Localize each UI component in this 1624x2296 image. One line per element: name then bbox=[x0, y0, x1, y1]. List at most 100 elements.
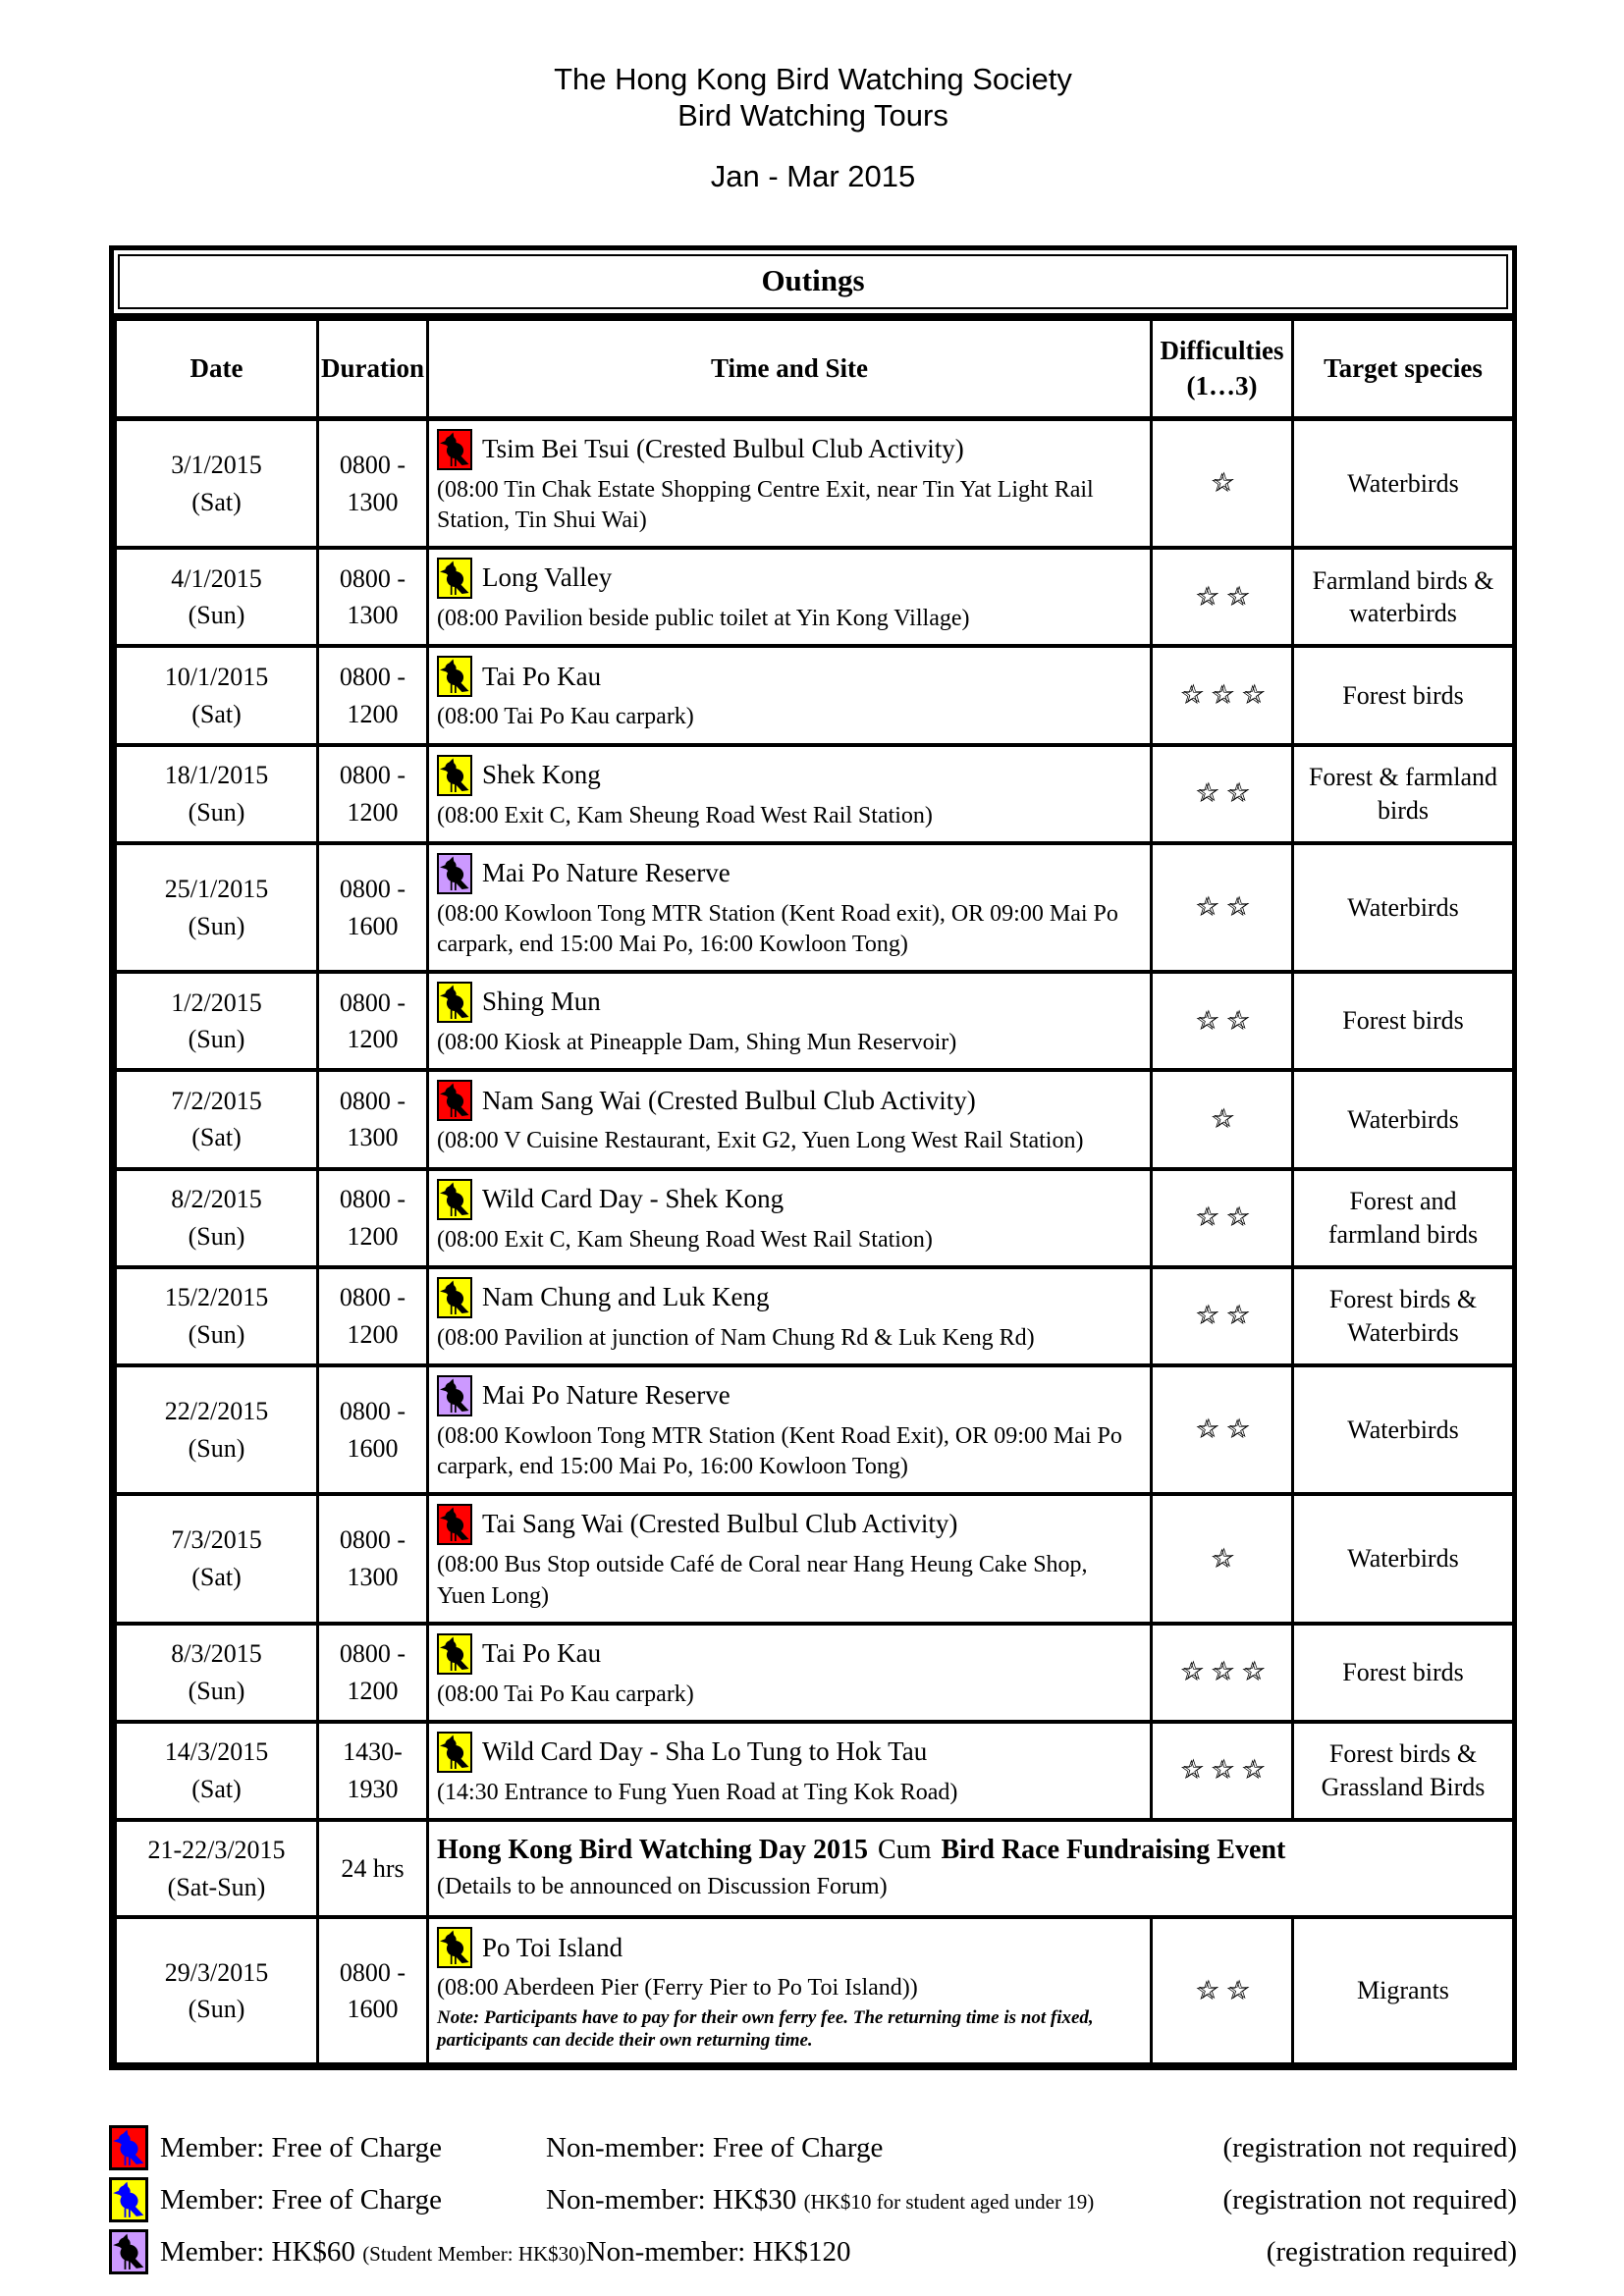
bird-icon bbox=[437, 1927, 472, 1969]
outing-target-species: Forest birds bbox=[1291, 644, 1515, 747]
difficulty-stars: ☆☆☆ bbox=[1179, 1657, 1272, 1688]
site-title-line: Wild Card Day - Shek Kong bbox=[437, 1178, 1140, 1220]
legend-member-text: Member: HK$60 bbox=[160, 2235, 355, 2268]
outing-duration: 1430- 1930 bbox=[316, 1720, 429, 1822]
col-header-duration: Duration bbox=[316, 318, 429, 421]
table-row: 14/3/2015 (Sat) 1430- 1930 Wild Card Day -… bbox=[114, 1720, 1515, 1822]
site-name: Nam Chung and Luk Keng bbox=[482, 1281, 770, 1311]
table-row: 7/3/2015 (Sat) 0800 - 1300 Tai Sang Wai (C… bbox=[114, 1492, 1515, 1626]
outing-target-species: Waterbirds bbox=[1291, 841, 1515, 974]
site-detail: (08:00 Tin Chak Estate Shopping Centre E… bbox=[437, 476, 1094, 534]
site-detail: (08:00 Exit C, Kam Sheung Road West Rail… bbox=[437, 1226, 933, 1253]
outing-target-species: Forest birds & Grassland Birds bbox=[1291, 1720, 1515, 1822]
bird-icon bbox=[437, 1276, 472, 1318]
bird-icon bbox=[437, 1374, 472, 1416]
outing-duration: 24 hrs bbox=[316, 1818, 429, 1919]
outing-duration: 0800 - 1200 bbox=[316, 743, 429, 845]
site-detail: (08:00 Pavilion beside public toilet at … bbox=[437, 606, 970, 632]
site-title-line: Wild Card Day - Sha Lo Tung to Hok Tau bbox=[437, 1731, 1140, 1773]
header-row: Date Duration Time and Site Difficulties… bbox=[114, 318, 1515, 421]
bird-icon bbox=[109, 2229, 148, 2275]
site-detail: (08:00 V Cuisine Restaurant, Exit G2, Yu… bbox=[437, 1128, 1084, 1154]
col-header-difficulties: Difficulties (1…3) bbox=[1150, 318, 1294, 421]
outing-time-and-site: Long Valley (08:00 Pavilion beside public… bbox=[426, 546, 1153, 648]
legend-row: Member: Free of Charge Non-member: HK$30 … bbox=[109, 2177, 1517, 2223]
outing-date: 29/3/2015 (Sun) bbox=[114, 1915, 319, 2066]
outing-time-and-site: Shek Kong (08:00 Exit C, Kam Sheung Road … bbox=[426, 743, 1153, 845]
site-name: Wild Card Day - Shek Kong bbox=[482, 1183, 785, 1213]
legend-registration-note: (registration not required) bbox=[1222, 2131, 1517, 2163]
outing-time-and-site: Tai Sang Wai (Crested Bulbul Club Activi… bbox=[426, 1492, 1153, 1626]
outing-difficulty: ☆ bbox=[1150, 1492, 1294, 1626]
site-detail: (08:00 Aberdeen Pier (Ferry Pier to Po T… bbox=[437, 1975, 918, 2002]
col-header-time-and-site: Time and Site bbox=[426, 318, 1153, 421]
outing-time-and-site: Tai Po Kau (08:00 Tai Po Kau carpark) bbox=[426, 644, 1153, 747]
difficulty-stars: ☆ bbox=[1210, 1543, 1241, 1575]
outing-difficulty: ☆☆ bbox=[1150, 546, 1294, 648]
site-title-line: Nam Sang Wai (Crested Bulbul Club Activi… bbox=[437, 1080, 1140, 1122]
bird-icon bbox=[437, 852, 472, 894]
site-name: Tsim Bei Tsui (Crested Bulbul Club Activ… bbox=[482, 434, 964, 463]
outing-time-and-site: Mai Po Nature Reserve (08:00 Kowloon Tong… bbox=[426, 1363, 1153, 1496]
site-title-line: Mai Po Nature Reserve bbox=[437, 1374, 1140, 1416]
col-header-date: Date bbox=[114, 318, 319, 421]
outing-difficulty: ☆☆ bbox=[1150, 743, 1294, 845]
document-period: Jan - Mar 2015 bbox=[710, 159, 916, 193]
site-name: Mai Po Nature Reserve bbox=[482, 857, 731, 887]
table-row: 7/2/2015 (Sat) 0800 - 1300 Nam Sang Wai (C… bbox=[114, 1068, 1515, 1171]
outing-duration: 0800 - 1300 bbox=[316, 1068, 429, 1171]
legend-member-fee: Member: HK$60 (Student Member: HK$30) bbox=[160, 2236, 586, 2269]
legend-nonmember-fee: Non-member: HK$30 (HK$10 for student age… bbox=[546, 2184, 1094, 2216]
table-row: 3/1/2015 (Sat) 0800 - 1300 Tsim Bei Tsui (… bbox=[114, 416, 1515, 550]
table-row: 21-22/3/2015 (Sat-Sun) 24 hrs Hong Kong Bi… bbox=[114, 1818, 1515, 1919]
outing-duration: 0800 - 1300 bbox=[316, 416, 429, 550]
site-title-line: Hong Kong Bird Watching Day 2015 Cum Bir… bbox=[437, 1833, 1502, 1867]
difficulty-stars: ☆☆☆ bbox=[1179, 1755, 1272, 1787]
site-title-line: Mai Po Nature Reserve bbox=[437, 852, 1140, 894]
site-title-line: Long Valley bbox=[437, 558, 1140, 600]
outing-target-species: Waterbirds bbox=[1291, 1363, 1515, 1496]
outing-date: 7/3/2015 (Sat) bbox=[114, 1492, 319, 1626]
difficulty-stars: ☆☆ bbox=[1194, 1202, 1257, 1234]
outing-time-and-site: Wild Card Day - Sha Lo Tung to Hok Tau (1… bbox=[426, 1720, 1153, 1822]
table-row: 8/3/2015 (Sun) 0800 - 1200 Tai Po Kau (08:0… bbox=[114, 1622, 1515, 1724]
outing-difficulty: ☆☆ bbox=[1150, 841, 1294, 974]
outing-duration: 0800 - 1300 bbox=[316, 546, 429, 648]
bird-icon bbox=[437, 1504, 472, 1546]
outing-duration: 0800 - 1600 bbox=[316, 841, 429, 974]
outing-target-species: Forest birds bbox=[1291, 1622, 1515, 1724]
difficulty-stars: ☆☆ bbox=[1194, 1005, 1257, 1037]
difficulty-stars: ☆☆☆ bbox=[1179, 680, 1272, 712]
table-row: 18/1/2015 (Sun) 0800 - 1200 Shek Kong (08:0… bbox=[114, 743, 1515, 845]
site-title-line: Po Toi Island bbox=[437, 1927, 1140, 1969]
outing-duration: 0800 - 1200 bbox=[316, 644, 429, 747]
table-row: 29/3/2015 (Sun) 0800 - 1600 Po Toi Island (… bbox=[114, 1915, 1515, 2066]
legend-nonmember-text: Non-member: HK$30 bbox=[546, 2183, 797, 2216]
site-name: Shek Kong bbox=[482, 759, 601, 789]
legend-member-text: Member: Free of Charge bbox=[160, 2131, 442, 2163]
site-title-line: Tsim Bei Tsui (Crested Bulbul Club Activ… bbox=[437, 428, 1140, 470]
outing-time-and-site: Po Toi Island (08:00 Aberdeen Pier (Ferry… bbox=[426, 1915, 1153, 2066]
outing-date: 25/1/2015 (Sun) bbox=[114, 841, 319, 974]
table-row: 22/2/2015 (Sun) 0800 - 1600 Mai Po Nature … bbox=[114, 1363, 1515, 1496]
site-title-line: Tai Po Kau bbox=[437, 656, 1140, 698]
legend-nonmember-fee: Non-member: Free of Charge bbox=[546, 2132, 883, 2164]
outing-target-species: Waterbirds bbox=[1291, 1068, 1515, 1171]
difficulty-stars: ☆☆ bbox=[1194, 778, 1257, 810]
site-detail: (08:00 Tai Po Kau carpark) bbox=[437, 704, 694, 730]
site-title-part: Cum bbox=[878, 1835, 932, 1866]
site-name: Tai Po Kau bbox=[482, 1637, 602, 1668]
bird-icon bbox=[437, 428, 472, 470]
outing-duration: 0800 - 1200 bbox=[316, 1622, 429, 1724]
site-detail: (Details to be announced on Discussion F… bbox=[437, 1874, 888, 1900]
outing-date: 14/3/2015 (Sat) bbox=[114, 1720, 319, 1822]
difficulty-stars: ☆☆ bbox=[1194, 1975, 1257, 2006]
outing-difficulty: ☆☆ bbox=[1150, 1265, 1294, 1367]
outing-date: 7/2/2015 (Sat) bbox=[114, 1068, 319, 1171]
outing-target-species: Waterbirds bbox=[1291, 416, 1515, 550]
site-name: Mai Po Nature Reserve bbox=[482, 1380, 731, 1411]
outings-schedule: Date Duration Time and Site Difficulties… bbox=[114, 318, 1515, 2066]
outing-duration: 0800 - 1600 bbox=[316, 1363, 429, 1496]
site-detail: (14:30 Entrance to Fung Yuen Road at Tin… bbox=[437, 1779, 958, 1805]
outing-time-and-site: Nam Sang Wai (Crested Bulbul Club Activi… bbox=[426, 1068, 1153, 1171]
